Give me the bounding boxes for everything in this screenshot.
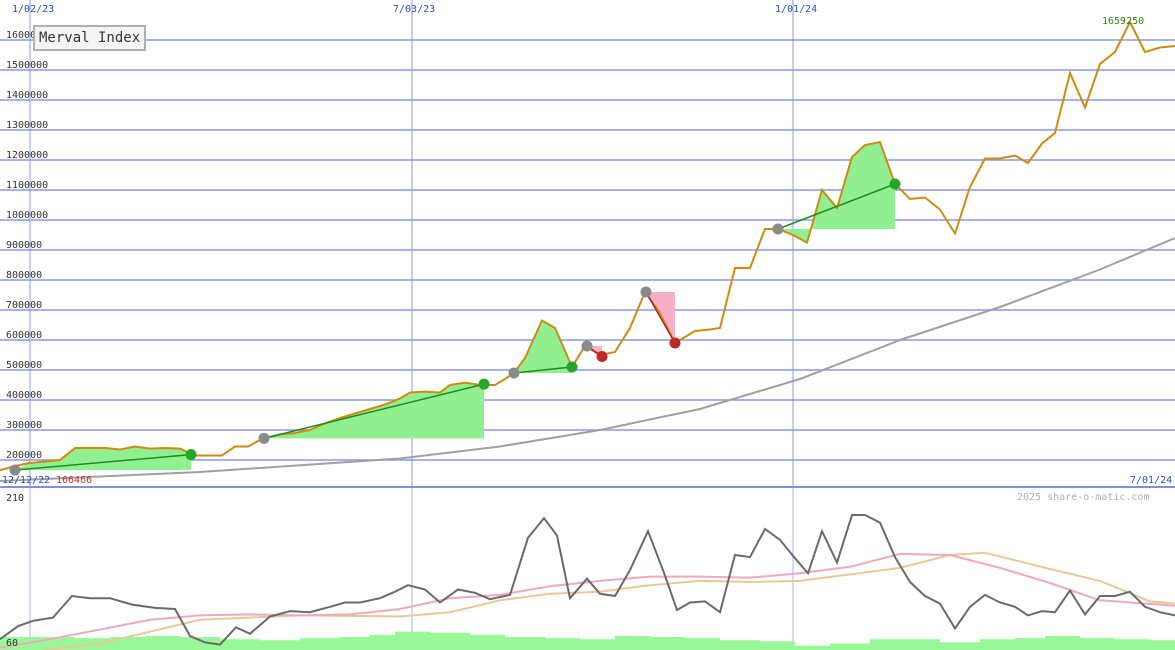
- trade-fill-4: [646, 292, 675, 343]
- y-tick-label-1300000: 1300000: [6, 120, 48, 131]
- trade-line-2: [513, 366, 573, 374]
- trade-fills: [15, 142, 895, 471]
- y-tick-label-300000: 300000: [6, 420, 42, 431]
- date-label-start-top: 1/02/23: [12, 4, 54, 15]
- oscillator-line: [0, 514, 1175, 646]
- y-tick-label-900000: 900000: [6, 240, 42, 251]
- trade-entry-1: [258, 432, 270, 444]
- y-tick-label-400000: 400000: [6, 390, 42, 401]
- y-tick-label-1100000: 1100000: [6, 180, 48, 191]
- trade-line-1: [263, 383, 485, 440]
- trade-entry-4: [640, 286, 652, 298]
- trade-exit-1: [478, 378, 490, 390]
- trade-exit-4: [669, 337, 681, 349]
- price-grid: [0, 39, 1175, 461]
- trade-line-0: [14, 453, 192, 471]
- trade-fill-5: [778, 142, 895, 243]
- watermark: 2025 share-o-matic.com: [1017, 492, 1149, 503]
- y-tick-label-1000000: 1000000: [6, 210, 48, 221]
- y-tick-label-200000: 200000: [6, 450, 42, 461]
- trade-entry-0: [9, 464, 21, 476]
- trade-line-4: [645, 291, 676, 344]
- volume-bars: [0, 631, 1175, 650]
- long-average-line: [0, 237, 1175, 482]
- y-tick-label-800000: 800000: [6, 270, 42, 281]
- trade-exit-3: [596, 351, 608, 362]
- trade-exit-0: [185, 449, 197, 461]
- trade-exit-2: [566, 361, 578, 373]
- y-tick-label-1600000: 1600000: [6, 30, 48, 41]
- y-tick-label-500000: 500000: [6, 360, 42, 371]
- trade-entry-5: [772, 223, 784, 235]
- chart-title: Merval Index: [33, 25, 147, 51]
- oscillator-fast-average: [0, 552, 1175, 649]
- trade-entry-2: [508, 367, 520, 379]
- date-label-end-top: 1/01/24: [775, 4, 817, 15]
- y-tick-label-1400000: 1400000: [6, 90, 48, 101]
- y-tick-label-600000: 600000: [6, 330, 42, 341]
- price-line: [0, 19, 1175, 472]
- trade-markers: [9, 178, 901, 476]
- trade-fill-0: [15, 446, 191, 471]
- trade-exit-5: [889, 178, 901, 190]
- trade-entry-3: [581, 340, 593, 352]
- y-tick-label-1200000: 1200000: [6, 150, 48, 161]
- oscillator-max-label: 210: [6, 493, 24, 504]
- y-tick-label-1500000: 1500000: [6, 60, 48, 71]
- trade-lines: [14, 183, 896, 471]
- start-date-label: 12/12/22: [2, 475, 50, 486]
- y-axis-ticks: 200000 300000 400000 500000 600000 700000 8000…: [6, 30, 48, 461]
- trade-line-5: [777, 183, 896, 230]
- y-tick-label-700000: 700000: [6, 300, 42, 311]
- oscillator-min-label: 60: [6, 638, 18, 649]
- oscillator-date-gridlines: [29, 488, 794, 650]
- first-value-label: 166466: [56, 475, 92, 486]
- trade-fill-3: [587, 346, 602, 357]
- date-label-mid-top: 7/03/23: [393, 4, 435, 15]
- last-value-label: 1659250: [1102, 16, 1144, 27]
- trade-fill-2: [514, 320, 572, 373]
- oscillator-slow-average: [36, 551, 1175, 650]
- end-date-label: 7/01/24: [1130, 475, 1172, 486]
